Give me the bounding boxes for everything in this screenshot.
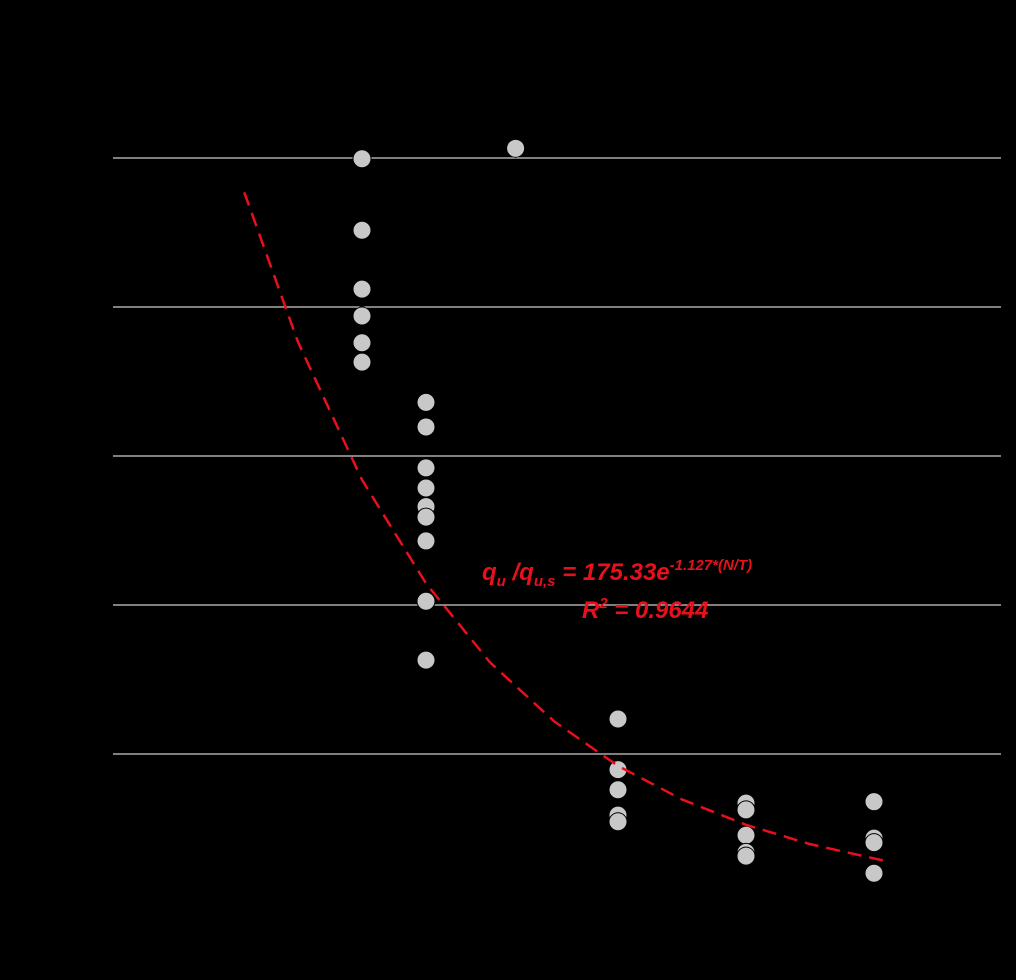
fit-curve <box>243 191 888 863</box>
point <box>864 833 884 853</box>
point <box>608 812 628 832</box>
point <box>352 220 372 240</box>
point <box>736 800 756 820</box>
point <box>416 478 436 498</box>
point <box>352 352 372 372</box>
point <box>416 531 436 551</box>
equation: qu /qu,s = 175.33e-1.127*(N/T) <box>482 557 752 590</box>
point <box>416 591 436 611</box>
point <box>352 306 372 326</box>
r-squared: R2 = 0.9644 <box>582 595 708 624</box>
point <box>864 863 884 883</box>
point <box>416 392 436 412</box>
point <box>736 825 756 845</box>
point <box>416 417 436 437</box>
point <box>736 846 756 866</box>
point <box>352 149 372 169</box>
point <box>416 650 436 670</box>
point <box>864 792 884 812</box>
point <box>352 333 372 353</box>
point <box>352 279 372 299</box>
point <box>416 458 436 478</box>
point <box>608 709 628 729</box>
point <box>416 507 436 527</box>
point <box>608 780 628 800</box>
point <box>506 138 526 158</box>
plot-area <box>113 138 1001 883</box>
